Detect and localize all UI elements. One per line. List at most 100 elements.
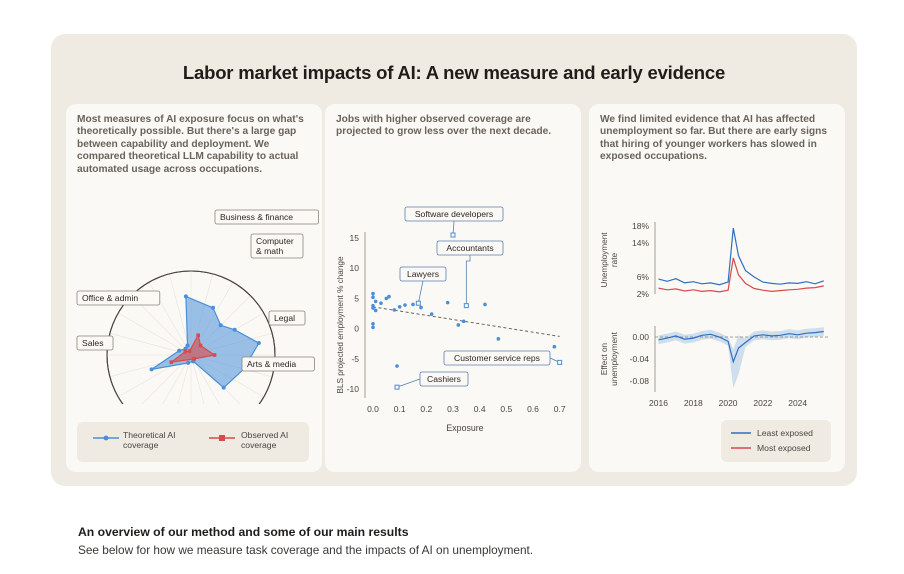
scatter-point: [552, 344, 557, 349]
annotation-label: Software developers: [415, 209, 493, 219]
theoretical-point: [221, 385, 226, 390]
observed-point: [169, 360, 174, 364]
observed-point: [187, 349, 192, 353]
scatter-point: [429, 312, 434, 316]
footer-subtitle: See below for how we measure task covera…: [78, 543, 534, 557]
annotation-marker: [394, 384, 400, 390]
annotation-box: [399, 266, 447, 282]
theoretical-point: [186, 360, 191, 365]
annotation-leader: [465, 255, 471, 306]
observed-point: [183, 349, 187, 354]
unemployment-chart: 18% 14% 6% 2% Unemployment rate 0.00 -0.04 -0.08…: [600, 221, 829, 408]
category-label-box: [250, 233, 304, 259]
theoretical-point: [211, 305, 216, 310]
scatter-point: [397, 305, 402, 309]
scatter-point: [371, 295, 375, 299]
annotation-label: Lawyers: [407, 269, 439, 279]
annotation-box: [443, 350, 551, 366]
radar-spoke: [141, 354, 192, 404]
legend-least-exposed: Least exposed: [757, 428, 813, 438]
radar-spoke: [162, 354, 192, 404]
annotation-leader: [417, 280, 424, 304]
radar-panel: Most measures of AI exposure focus on wh…: [66, 104, 322, 472]
scatter-y-tick: -5: [351, 354, 359, 364]
page-title: Labor market impacts of AI: A new measur…: [182, 62, 726, 83]
annotation-marker: [557, 359, 563, 365]
annotation-box: [436, 240, 504, 256]
theoretical-point: [218, 323, 223, 328]
radar-r-tick: 0.6: [185, 403, 197, 404]
scatter-point: [379, 301, 383, 306]
scatter-x-tick: 0.3: [447, 404, 459, 414]
line-x-tick: 2022: [753, 398, 772, 408]
theoretical-point: [149, 367, 154, 372]
radar-spoke: [190, 354, 205, 404]
scatter-y-tick: 15: [350, 233, 360, 243]
scatter-point: [373, 299, 378, 304]
annotation-box: [404, 206, 504, 222]
annotation-marker: [415, 300, 421, 306]
line-x-tick: 2024: [788, 398, 807, 408]
scatter-point: [461, 319, 466, 324]
least-exposed-line: [658, 227, 824, 286]
radar-spoke: [131, 295, 192, 356]
effect-line: [658, 330, 824, 364]
scatter-trend-line: [372, 306, 560, 337]
observed-point: [212, 353, 217, 357]
bottom-y-label-line2: unemployment: [610, 331, 619, 385]
observed-point: [196, 333, 200, 338]
line-x-tick: 2016: [649, 398, 668, 408]
legend-blue-line-icon: [93, 435, 119, 441]
annotation-label: Customer service reps: [454, 353, 540, 363]
scatter-x-tick: 0.7: [554, 404, 566, 414]
scatter-x-label: Exposure: [446, 423, 483, 433]
top-y-tick: 14%: [632, 238, 649, 248]
category-label-box: [268, 310, 306, 326]
annotation-marker: [450, 232, 456, 238]
top-y-tick: 6%: [637, 272, 650, 282]
most-exposed-line: [658, 257, 824, 293]
line-x-tick: 2020: [719, 398, 738, 408]
scatter-y-tick: 5: [354, 293, 359, 303]
radar-legend: Theoretical AI coverage Observed AI cove…: [77, 422, 309, 462]
theoretical-point: [183, 294, 188, 299]
scatter-point: [392, 308, 397, 312]
scatter-x-tick: 0.0: [367, 404, 379, 414]
scatter-y-tick: -10: [347, 384, 360, 394]
footer-title: An overview of our method and some of ou…: [78, 525, 409, 539]
legend-red-line-icon: [209, 435, 235, 441]
top-y-tick: 2%: [637, 289, 650, 299]
scatter-point: [373, 308, 378, 313]
scatter-point: [371, 291, 375, 296]
legend-observed: Observed AI coverage: [241, 430, 289, 450]
annotation-marker: [463, 303, 469, 309]
radar-description: Most measures of AI exposure focus on wh…: [77, 114, 304, 175]
unemployment-panel: We find limited evidence that AI has aff…: [589, 104, 845, 472]
scatter-point: [395, 364, 399, 368]
scatter-point: [371, 325, 375, 330]
theoretical-point: [177, 348, 182, 353]
scatter-y-label: BLS projected employment % change: [336, 256, 345, 393]
category-label: Computer: [256, 236, 294, 246]
scatter-point: [456, 323, 461, 327]
category-label: & math: [256, 246, 283, 256]
top-y-tick: 18%: [632, 221, 649, 231]
bottom-y-tick: -0.08: [630, 376, 650, 386]
category-label: Legal: [274, 313, 295, 323]
scatter-point: [384, 296, 389, 301]
legend-theoretical: Theoretical AI coverage: [123, 430, 176, 450]
legend-most-exposed: Most exposed: [757, 443, 811, 453]
unemployment-description: We find limited evidence that AI has aff…: [600, 114, 828, 163]
category-label-box: [241, 356, 315, 372]
category-label-box: [214, 209, 319, 225]
scatter-point: [403, 303, 407, 307]
theoretical-point: [183, 346, 188, 351]
annotation-leader: [396, 378, 421, 388]
annotation-box: [419, 371, 469, 387]
category-label-box: [76, 335, 114, 351]
annotation-label: Cashiers: [427, 374, 461, 384]
scatter-description: Jobs with higher observed coverage are p…: [336, 114, 552, 138]
scatter-point: [411, 302, 415, 307]
scatter-chart: 15 10 5 0 -5 -10 0.0 0.1 0.2 0.3 0.4 0.5 0.6 0.7 Expos…: [336, 206, 566, 433]
